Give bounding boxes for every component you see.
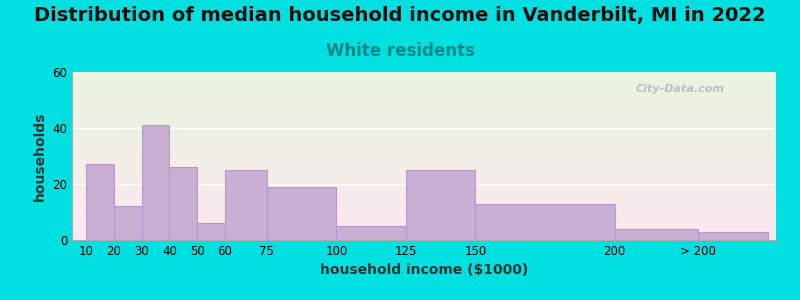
Bar [142,125,170,240]
Bar [114,206,142,240]
Bar [225,170,266,240]
Bar [170,167,198,240]
X-axis label: household income ($1000): household income ($1000) [320,263,528,278]
Text: City-Data.com: City-Data.com [635,84,724,94]
Text: Distribution of median household income in Vanderbilt, MI in 2022: Distribution of median household income … [34,6,766,25]
Bar [614,229,698,240]
Bar [406,170,475,240]
Bar [698,232,768,240]
Bar [198,223,225,240]
Bar [336,226,406,240]
Text: White residents: White residents [326,42,474,60]
Bar [475,204,614,240]
Bar [266,187,336,240]
Bar [86,164,114,240]
Y-axis label: households: households [33,111,46,201]
